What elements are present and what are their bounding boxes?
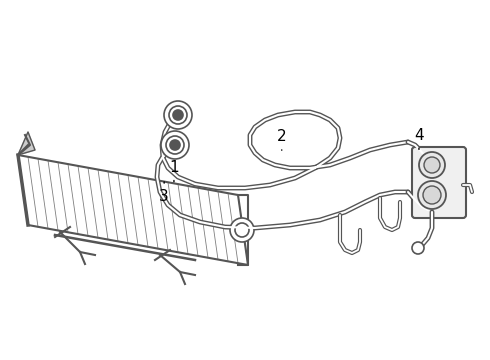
FancyBboxPatch shape [412, 147, 466, 218]
Circle shape [423, 186, 441, 204]
Text: 4: 4 [414, 127, 424, 149]
Text: 1: 1 [169, 160, 179, 182]
Circle shape [230, 218, 254, 242]
Circle shape [164, 101, 192, 129]
Text: 3: 3 [159, 182, 169, 204]
Circle shape [412, 242, 424, 254]
Circle shape [424, 157, 440, 173]
Circle shape [235, 223, 249, 237]
Circle shape [169, 106, 187, 124]
Polygon shape [18, 132, 35, 155]
Circle shape [170, 140, 180, 150]
Circle shape [418, 181, 446, 209]
Circle shape [419, 152, 445, 178]
Circle shape [166, 136, 184, 154]
Text: 2: 2 [277, 129, 287, 150]
Circle shape [161, 131, 189, 159]
Circle shape [173, 110, 183, 120]
